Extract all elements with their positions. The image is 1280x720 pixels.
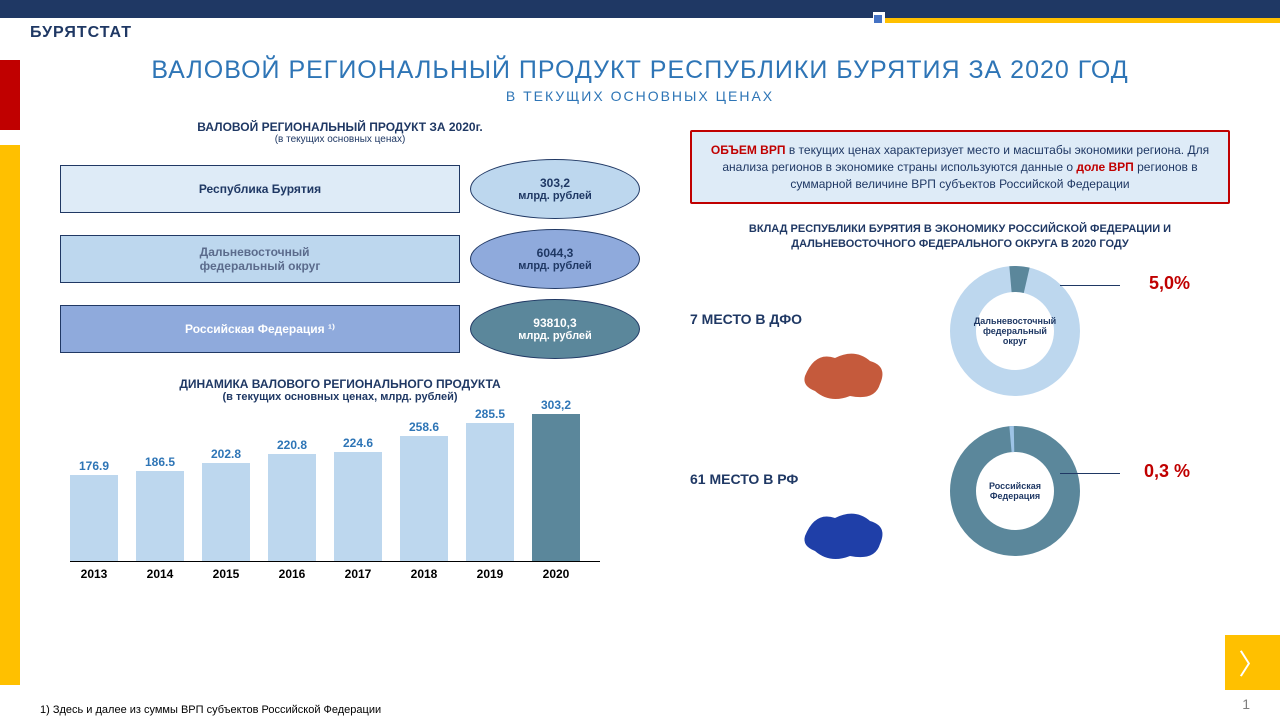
topbar-yellow (880, 18, 1280, 23)
donut-center-label: Российская Федерация (950, 426, 1080, 556)
barchart-heading: ДИНАМИКА ВАЛОВОГО РЕГИОНАЛЬНОГО ПРОДУКТА (60, 377, 620, 391)
next-button[interactable]: 〉 (1225, 635, 1280, 690)
chart-bar (466, 423, 514, 561)
right-column: ОБЪЕМ ВРП в текущих ценах характеризует … (690, 130, 1230, 571)
chart-year-label: 2018 (400, 567, 448, 581)
topbar-bluebox (874, 15, 882, 23)
donut-block-rf: 61 МЕСТО В РФ Российская Федерация 0,3 % (690, 421, 1230, 571)
chart-year-label: 2013 (70, 567, 118, 581)
entity-row: Российская Федерация ¹⁾93810,3млрд. рубл… (60, 301, 620, 357)
page-number: 1 (1242, 696, 1250, 712)
donut-chart: Российская Федерация (950, 426, 1080, 556)
chart-value-label: 285.5 (466, 407, 514, 421)
barchart: 176.9 2013 186.5 2014 202.8 2015 220.8 2016 224.… (70, 411, 600, 581)
chart-bar (136, 471, 184, 561)
chart-year-label: 2016 (268, 567, 316, 581)
chart-year-label: 2014 (136, 567, 184, 581)
entity-row: Республика Бурятия303,2млрд. рублей (60, 161, 620, 217)
map-icon (800, 346, 890, 406)
chart-year-label: 2017 (334, 567, 382, 581)
chart-value-label: 303,2 (532, 398, 580, 412)
rank-rf: 61 МЕСТО В РФ (690, 471, 798, 487)
sidebar-yellow (0, 145, 20, 685)
entity-ellipse: 303,2млрд. рублей (470, 159, 640, 219)
chart-value-label: 202.8 (202, 447, 250, 461)
chart-year-label: 2020 (532, 567, 580, 581)
info-box: ОБЪЕМ ВРП в текущих ценах характеризует … (690, 130, 1230, 204)
donut-pct-label: 0,3 % (1144, 461, 1190, 482)
org-label: БУРЯТСТАТ (30, 24, 132, 42)
left-column: ВАЛОВОЙ РЕГИОНАЛЬНЫЙ ПРОДУКТ ЗА 2020г. (… (60, 120, 620, 581)
info-red2: доле ВРП (1076, 160, 1133, 174)
chart-bar (334, 452, 382, 561)
footnote: 1) Здесь и далее из суммы ВРП субъектов … (40, 704, 381, 716)
page-title: ВАЛОВОЙ РЕГИОНАЛЬНЫЙ ПРОДУКТ РЕСПУБЛИКИ … (40, 56, 1240, 85)
entity-ellipse: 93810,3млрд. рублей (470, 299, 640, 359)
chart-value-label: 186.5 (136, 455, 184, 469)
map-icon (800, 506, 890, 566)
chart-bar (400, 436, 448, 561)
contrib-heading: ВКЛАД РЕСПУБЛИКИ БУРЯТИЯ В ЭКОНОМИКУ РОС… (690, 222, 1230, 251)
entities-heading: ВАЛОВОЙ РЕГИОНАЛЬНЫЙ ПРОДУКТ ЗА 2020г. (60, 120, 620, 134)
chart-bar (532, 414, 580, 561)
entity-bar: Дальневосточныйфедеральный округ (60, 235, 460, 283)
chart-value-label: 176.9 (70, 459, 118, 473)
chart-value-label: 220.8 (268, 438, 316, 452)
entities-sub: (в текущих основных ценах) (60, 134, 620, 145)
chart-year-label: 2015 (202, 567, 250, 581)
rank-dfo: 7 МЕСТО В ДФО (690, 311, 802, 327)
donut-block-dfo: 7 МЕСТО В ДФО Дальневосточный федеральны… (690, 261, 1230, 411)
donut-pct-label: 5,0% (1149, 273, 1190, 294)
pointer-line (1060, 285, 1120, 286)
entities-list: Республика Бурятия303,2млрд. рублей Дальн… (60, 161, 620, 357)
barchart-baseline (70, 561, 600, 562)
page-subtitle: В ТЕКУЩИХ ОСНОВНЫХ ЦЕНАХ (0, 88, 1280, 104)
entity-bar: Российская Федерация ¹⁾ (60, 305, 460, 353)
chart-bar (202, 463, 250, 561)
chart-value-label: 258.6 (400, 420, 448, 434)
entity-ellipse: 6044,3млрд. рублей (470, 229, 640, 289)
topbar-navy (0, 0, 1280, 18)
entity-row: Дальневосточныйфедеральный округ6044,3мл… (60, 231, 620, 287)
chart-year-label: 2019 (466, 567, 514, 581)
chart-bar (268, 454, 316, 561)
info-red1: ОБЪЕМ ВРП (711, 143, 786, 157)
chart-value-label: 224.6 (334, 436, 382, 450)
entity-bar: Республика Бурятия (60, 165, 460, 213)
chevron-right-icon: 〉 (1238, 643, 1266, 683)
pointer-line (1060, 473, 1120, 474)
chart-bar (70, 475, 118, 561)
